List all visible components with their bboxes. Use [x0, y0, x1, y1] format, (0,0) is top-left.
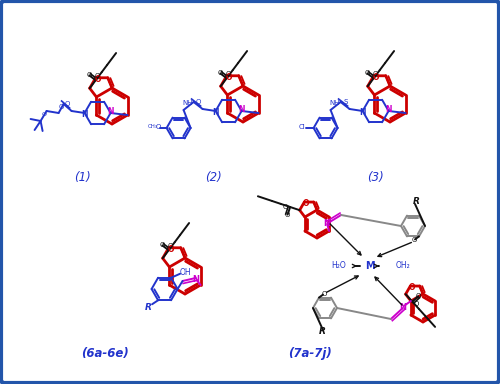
- Text: N: N: [238, 105, 245, 114]
- Text: (1): (1): [74, 170, 90, 184]
- Text: O: O: [416, 293, 421, 299]
- Text: OH: OH: [180, 268, 191, 277]
- Text: O: O: [156, 124, 162, 130]
- Text: N: N: [324, 218, 330, 227]
- Text: M: M: [365, 261, 375, 271]
- Text: O: O: [42, 113, 47, 118]
- Text: O: O: [65, 101, 70, 107]
- Text: O: O: [218, 70, 223, 76]
- Text: O: O: [160, 242, 165, 248]
- Text: O: O: [168, 245, 174, 254]
- Text: O: O: [364, 70, 370, 76]
- Text: Cl: Cl: [298, 124, 305, 130]
- Text: O: O: [409, 283, 416, 292]
- Text: O: O: [226, 73, 232, 82]
- Text: R: R: [412, 197, 420, 207]
- Text: O: O: [412, 237, 416, 243]
- Text: O: O: [372, 73, 379, 82]
- Text: (2): (2): [204, 170, 222, 184]
- Text: S: S: [344, 99, 348, 105]
- Text: O: O: [226, 71, 232, 77]
- Text: NH: NH: [182, 100, 193, 106]
- Text: R: R: [318, 328, 326, 336]
- Text: N: N: [400, 303, 406, 311]
- Text: N: N: [212, 108, 219, 117]
- Text: N: N: [82, 110, 88, 119]
- Text: (3): (3): [366, 170, 384, 184]
- Text: O: O: [168, 243, 173, 249]
- Text: (6a-6e): (6a-6e): [81, 348, 129, 361]
- Text: NH: NH: [330, 100, 340, 106]
- Text: O: O: [373, 71, 378, 77]
- Text: H₂O: H₂O: [331, 260, 346, 270]
- Text: N: N: [192, 275, 199, 283]
- Text: CH₃: CH₃: [148, 124, 158, 129]
- Text: O: O: [414, 301, 419, 307]
- Text: O: O: [303, 199, 310, 208]
- Text: R: R: [144, 303, 152, 312]
- Text: N: N: [108, 107, 114, 116]
- Text: O: O: [196, 99, 202, 105]
- Text: O: O: [322, 291, 326, 296]
- Text: O: O: [283, 204, 288, 210]
- Text: O: O: [95, 73, 100, 79]
- Text: OH₂: OH₂: [396, 260, 411, 270]
- Text: O: O: [285, 212, 290, 218]
- Text: O: O: [59, 104, 64, 110]
- Text: O: O: [94, 75, 101, 84]
- Text: N: N: [386, 105, 392, 114]
- Text: (7a-7j): (7a-7j): [288, 348, 332, 361]
- Text: N: N: [360, 108, 366, 117]
- Text: O: O: [86, 73, 92, 78]
